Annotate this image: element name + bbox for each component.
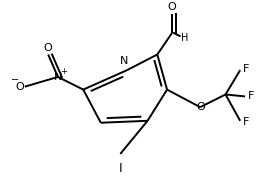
Text: F: F — [243, 117, 249, 127]
Text: +: + — [60, 67, 67, 76]
Text: O: O — [15, 82, 24, 92]
Text: N: N — [120, 56, 128, 66]
Text: O: O — [44, 43, 53, 53]
Text: N: N — [54, 72, 62, 82]
Text: I: I — [118, 162, 122, 175]
Text: −: − — [11, 75, 19, 85]
Text: O: O — [168, 2, 176, 12]
Text: F: F — [243, 64, 249, 74]
Text: O: O — [197, 102, 206, 112]
Text: F: F — [248, 91, 254, 101]
Text: H: H — [181, 33, 188, 43]
